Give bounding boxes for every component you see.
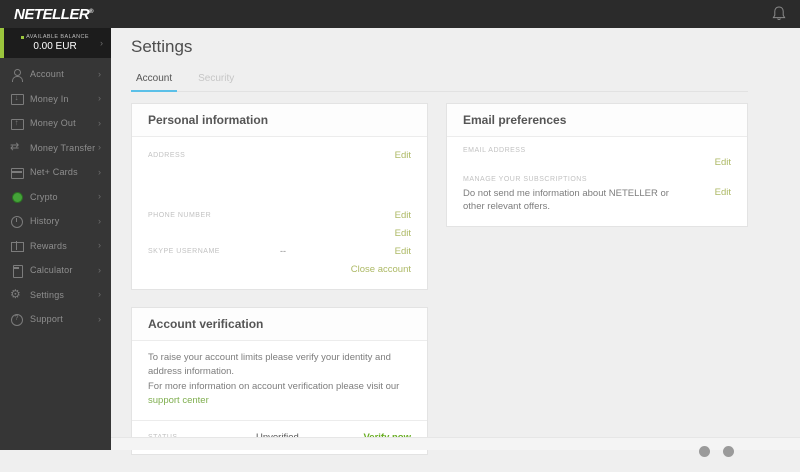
sidebar-item-label: Money Transfer [30,143,98,153]
support-center-link[interactable]: support center [148,395,209,406]
logo-registered-mark: ® [89,9,93,15]
top-bar: NETELLER® [0,0,800,28]
sidebar-item-history[interactable]: History › [0,209,111,234]
edit-email-link[interactable]: Edit [715,157,731,168]
sidebar-item-label: Money Out [30,118,98,128]
sidebar-item-label: Support [30,314,98,324]
address-row: ADDRESS Edit [148,147,411,163]
sidebar-item-label: Rewards [30,241,98,251]
edit-skype-link[interactable]: Edit [395,246,411,257]
chevron-right-icon: › [98,70,101,79]
green-dot-icon [21,36,24,39]
email-preferences-title: Email preferences [463,113,731,127]
sidebar-item-label: Crypto [30,192,98,202]
phone-number-label: PHONE NUMBER [148,212,211,219]
chevron-right-icon: › [98,315,101,324]
tab-security[interactable]: Security [193,69,239,91]
edit-address-link[interactable]: Edit [395,150,411,161]
chevron-right-icon: › [98,143,101,152]
money-out-icon [10,117,23,130]
subscriptions-text: Do not send me information about NETELLE… [463,187,678,214]
question-icon [10,313,23,326]
account-verification-title: Account verification [148,317,411,331]
verification-description: To raise your account limits please veri… [148,351,411,408]
chevron-right-icon: › [98,217,101,226]
chevron-right-icon: › [100,39,103,48]
skype-username-value: -- [280,246,395,256]
calculator-icon [10,264,23,277]
main-content: Settings Account Security Personal infor… [111,28,800,437]
chevron-right-icon: › [98,266,101,275]
edit-subscriptions-link[interactable]: Edit [715,187,731,198]
user-icon [10,68,23,81]
email-address-label: EMAIL ADDRESS [463,147,731,154]
chevron-right-icon: › [98,192,101,201]
edit-phone-link[interactable]: Edit [395,210,411,221]
chevron-right-icon: › [98,241,101,250]
address-label: ADDRESS [148,152,185,159]
sidebar-item-net-cards[interactable]: Net+ Cards › [0,160,111,185]
sidebar-item-label: Settings [30,290,98,300]
chevron-right-icon: › [98,168,101,177]
footer [111,437,800,450]
sidebar-item-label: Calculator [30,265,98,275]
sidebar-item-account[interactable]: Account › [0,62,111,87]
skype-username-label: SKYPE USERNAME [148,248,220,255]
chevron-right-icon: › [98,94,101,103]
personal-information-title: Personal information [148,113,411,127]
account-verification-card: Account verification To raise your accou… [131,307,428,455]
secondary-row: Edit [148,225,411,241]
sidebar-item-label: Account [30,69,98,79]
edit-secondary-link[interactable]: Edit [395,228,411,239]
card-icon [10,166,23,179]
sidebar-item-label: Net+ Cards [30,167,98,177]
email-preferences-card: Email preferences EMAIL ADDRESS Edit MAN… [446,103,748,227]
money-in-icon [10,92,23,105]
logo-text: NETELLER [14,6,89,23]
close-account-link[interactable]: Close account [351,264,411,275]
available-balance-box[interactable]: AVAILABLE BALANCE 0.00 EUR › [0,28,111,58]
footer-social-icon-2[interactable] [723,446,734,457]
sidebar-item-calculator[interactable]: Calculator › [0,258,111,283]
sidebar-item-money-in[interactable]: Money In › [0,87,111,112]
settings-tabs: Account Security [131,69,748,92]
sidebar-nav: Account › Money In › Money Out › Money T… [0,62,111,332]
personal-information-card: Personal information ADDRESS Edit PHONE … [131,103,428,290]
sidebar: AVAILABLE BALANCE 0.00 EUR › Account › M… [0,28,111,450]
gear-icon [10,288,23,301]
chevron-right-icon: › [98,290,101,299]
sidebar-item-label: History [30,216,98,226]
sidebar-item-crypto[interactable]: Crypto › [0,185,111,210]
crypto-coin-icon [10,190,23,203]
sidebar-item-label: Money In [30,94,98,104]
chevron-right-icon: › [98,119,101,128]
sidebar-item-rewards[interactable]: Rewards › [0,234,111,259]
balance-label: AVAILABLE BALANCE [21,34,89,40]
skype-username-row: SKYPE USERNAME -- Edit [148,243,411,259]
gift-icon [10,239,23,252]
sidebar-item-settings[interactable]: Settings › [0,283,111,308]
footer-social-icon-1[interactable] [699,446,710,457]
balance-value: 0.00 EUR [33,41,76,52]
page-title: Settings [131,37,748,57]
transfer-icon [10,141,23,154]
phone-number-row: PHONE NUMBER Edit [148,207,411,223]
sidebar-item-money-transfer[interactable]: Money Transfer › [0,136,111,161]
subscriptions-label: MANAGE YOUR SUBSCRIPTIONS [463,176,731,183]
notifications-bell-icon[interactable] [772,6,786,22]
sidebar-item-money-out[interactable]: Money Out › [0,111,111,136]
clock-icon [10,215,23,228]
tab-account[interactable]: Account [131,69,177,92]
sidebar-item-support[interactable]: Support › [0,307,111,332]
neteller-logo[interactable]: NETELLER® [14,6,93,23]
